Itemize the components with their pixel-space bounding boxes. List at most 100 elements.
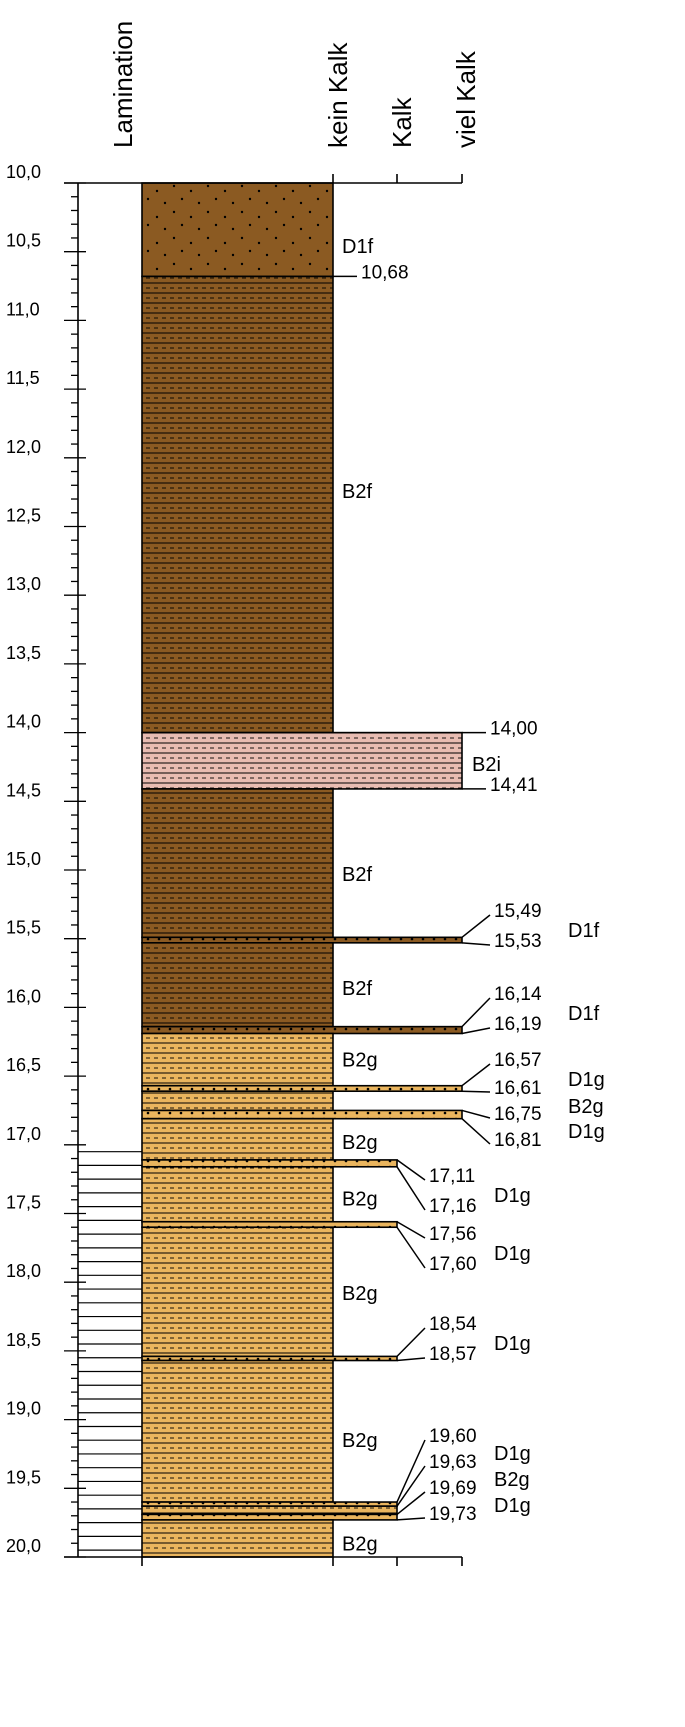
- boundary-depth-label: 14,00: [490, 719, 538, 740]
- layer-label: B2f: [342, 481, 372, 503]
- layer-label: B2g: [342, 1050, 378, 1072]
- thin-layer-label: D1f: [568, 920, 600, 942]
- layer-d1g: [141, 1084, 463, 1093]
- tick-label: 16,5: [6, 1055, 41, 1075]
- layer-label: B2f: [342, 978, 372, 1000]
- tick-label: 14,5: [6, 780, 41, 800]
- layer-pattern: [142, 1514, 397, 1520]
- leader-line: [396, 1517, 426, 1521]
- layer-pattern: [142, 183, 333, 277]
- thin-layer-label: B2g: [494, 1469, 530, 1491]
- layer-pattern: [142, 1519, 333, 1557]
- layer-label: D1f: [342, 236, 374, 258]
- tick-label: 12,0: [6, 437, 41, 457]
- leader-line: [461, 1027, 491, 1035]
- thin-layer-label: D1g: [494, 1495, 531, 1517]
- layer-pattern: [142, 937, 462, 943]
- boundary-depth-label: 16,81: [494, 1130, 542, 1151]
- boundary-depth-label: 19,60: [429, 1426, 477, 1447]
- layer-label: B2g: [342, 1188, 378, 1210]
- boundary-depth-label: 15,49: [494, 901, 542, 922]
- layer-b2f: [141, 942, 334, 1028]
- layer-b2g: [141, 1359, 334, 1503]
- tick-label: 16,0: [6, 986, 41, 1006]
- thin-layer-label: D1g: [494, 1443, 531, 1465]
- leader-line: [396, 1491, 426, 1515]
- tick-label: 17,0: [6, 1124, 41, 1144]
- layer-pattern: [142, 1506, 397, 1515]
- boundary-depth-label: 17,16: [429, 1196, 477, 1217]
- boundary-depth-label: 17,60: [429, 1254, 477, 1275]
- layer-label: B2g: [342, 1283, 378, 1305]
- boundary-depth-label: 16,19: [494, 1014, 542, 1035]
- layer-label: B2f: [342, 864, 372, 886]
- tick-label: 13,5: [6, 643, 41, 663]
- layer-pattern: [142, 1360, 333, 1503]
- layer-b2g: [141, 1032, 334, 1087]
- tick-label: 14,0: [6, 712, 41, 732]
- tick-label: 10,0: [6, 162, 41, 182]
- leader-line: [461, 1109, 491, 1119]
- tick-label: 12,5: [6, 506, 41, 526]
- leader-line: [461, 942, 491, 946]
- layer-pattern: [142, 1356, 397, 1361]
- tick-label: 20,0: [6, 1536, 41, 1556]
- layer-pattern: [142, 1118, 333, 1160]
- boundary-depth-label: 19,69: [429, 1478, 477, 1499]
- boundary-depth-label: 17,56: [429, 1224, 477, 1245]
- tick-label: 18,5: [6, 1330, 41, 1350]
- leader-line: [396, 1221, 426, 1239]
- layer-d1f: [141, 1025, 463, 1035]
- layer-d1g: [141, 1159, 398, 1168]
- boundary-depth-label: 16,14: [494, 984, 542, 1005]
- leader-line: [396, 1357, 426, 1362]
- leader-line: [396, 1327, 426, 1357]
- layer-b2f: [141, 788, 334, 939]
- leader-line: [396, 1465, 426, 1507]
- layer-pattern: [142, 276, 333, 733]
- layer-pattern: [142, 1085, 462, 1092]
- lamination-column: [78, 1151, 142, 1551]
- tick-label: 11,0: [6, 299, 40, 319]
- header-kalk: Kalk: [387, 96, 417, 148]
- tick-label: 17,5: [6, 1193, 41, 1213]
- leader-line: [461, 1090, 491, 1093]
- leader-line: [396, 1159, 426, 1181]
- layer-d1f: [141, 182, 334, 278]
- tick-label: 19,0: [6, 1399, 41, 1419]
- layer-pattern: [142, 1091, 333, 1111]
- boundary-depth-label: 16,61: [494, 1078, 542, 1099]
- layer-b2i: [141, 731, 463, 790]
- layer-pattern: [142, 732, 462, 789]
- lithology-column: [141, 182, 463, 1558]
- boundary-depth-label: 19,73: [429, 1504, 477, 1525]
- layer-pattern: [142, 788, 333, 938]
- layer-pattern: [142, 1159, 397, 1167]
- depth-axis: 10,0 10,5 11,0 11,5 12,0 12,5 13,0 13,5 14,0 14,5…: [6, 162, 463, 1566]
- thin-layer-label: D1g: [494, 1333, 531, 1355]
- layer-label: B2g: [342, 1430, 378, 1452]
- leader-line: [461, 997, 491, 1028]
- tick-label: 15,5: [6, 918, 41, 938]
- boundary-depth-label: 16,57: [494, 1050, 542, 1071]
- layer-label: B2g: [342, 1533, 378, 1555]
- leader-line: [461, 914, 491, 938]
- boundary-depth-label: 15,53: [494, 931, 542, 952]
- header-viel-kalk: viel Kalk: [451, 50, 481, 148]
- thin-layer-label: D1g: [494, 1185, 531, 1207]
- layer-pattern: [142, 1502, 397, 1507]
- layer-b2g: [141, 1519, 334, 1558]
- thin-layer-label: D1g: [568, 1121, 605, 1143]
- tick-label: 15,0: [6, 849, 41, 869]
- tick-label: 11,5: [6, 368, 40, 388]
- thin-layer-label: D1g: [494, 1243, 531, 1265]
- thin-layer-label: B2g: [568, 1096, 604, 1118]
- layer-b2g: [141, 1505, 398, 1516]
- layer-pattern: [142, 1166, 333, 1222]
- layer-d1g: [141, 1220, 398, 1229]
- boundary-depth-label: 19,63: [429, 1452, 477, 1473]
- boundary-depth-label: 10,68: [361, 262, 409, 283]
- layer-d1f: [141, 936, 463, 944]
- tick-label: 18,0: [6, 1261, 41, 1281]
